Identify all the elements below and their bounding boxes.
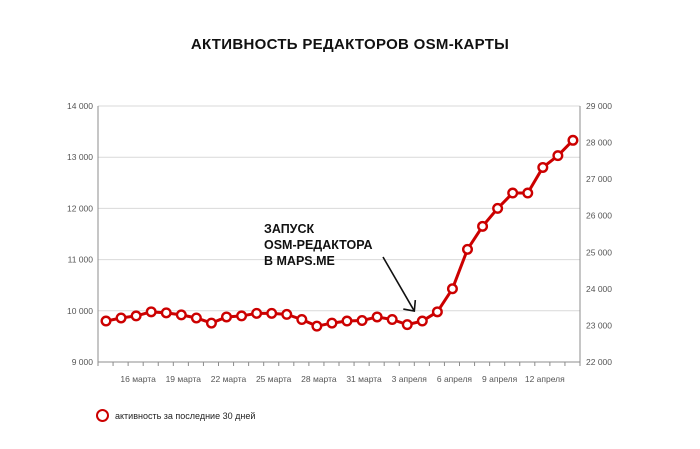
data-point — [522, 187, 534, 199]
data-series — [100, 134, 579, 332]
data-point — [326, 317, 338, 329]
data-point — [175, 309, 187, 321]
data-point — [401, 319, 413, 331]
tick-labels: 9 000 10 000 11 000 12 000 13 000 14 000 22 00… — [67, 101, 612, 384]
data-point — [537, 161, 549, 173]
y-right-tick-label: 22 000 — [586, 357, 612, 367]
data-point — [281, 308, 293, 320]
y-left-tick-label: 12 000 — [67, 203, 93, 213]
data-point — [205, 317, 217, 329]
data-point — [341, 315, 353, 327]
annotation-text: В MAPS.ME — [264, 254, 335, 268]
y-right-tick-label: 28 000 — [586, 138, 612, 148]
y-right-tick-label: 23 000 — [586, 320, 612, 330]
y-right-tick-label: 29 000 — [586, 101, 612, 111]
annotation: ЗАПУСК OSM-РЕДАКТОРА В MAPS.ME — [264, 222, 417, 312]
data-point — [145, 306, 157, 318]
data-point — [477, 220, 489, 232]
legend-marker-icon — [96, 409, 109, 422]
y-right-tick-label: 27 000 — [586, 174, 612, 184]
data-point — [507, 187, 519, 199]
x-tick-label: 22 марта — [211, 374, 247, 384]
chart-title: АКТИВНОСТЬ РЕДАКТОРОВ OSM-КАРТЫ — [190, 36, 510, 53]
x-tick-label: 25 марта — [256, 374, 292, 384]
x-tick-label: 12 апреля — [525, 374, 565, 384]
legend-label: активность за последние 30 дней — [115, 410, 256, 421]
data-point — [492, 202, 504, 214]
x-tick-label: 9 апреля — [482, 374, 518, 384]
data-point — [160, 307, 172, 319]
x-tick-label: 16 марта — [120, 374, 156, 384]
y-right-tick-label: 24 000 — [586, 284, 612, 294]
data-point — [251, 307, 263, 319]
data-point — [416, 315, 428, 327]
x-tick-label: 6 апреля — [437, 374, 473, 384]
data-point — [296, 314, 308, 326]
data-point — [371, 311, 383, 323]
y-right-tick-label: 25 000 — [586, 247, 612, 257]
data-point — [446, 283, 458, 295]
annotation-text: ЗАПУСК — [264, 222, 314, 236]
x-tick-label: 19 марта — [166, 374, 202, 384]
x-tick-label: 28 марта — [301, 374, 337, 384]
data-point — [266, 307, 278, 319]
y-left-tick-label: 10 000 — [67, 306, 93, 316]
series-line — [105, 139, 575, 328]
data-point — [220, 311, 232, 323]
annotation-arrow — [382, 256, 416, 312]
y-left-tick-label: 13 000 — [67, 152, 93, 162]
data-point — [311, 320, 323, 332]
y-left-tick-label: 14 000 — [67, 101, 93, 111]
axes — [97, 106, 581, 366]
y-left-tick-label: 9 000 — [72, 357, 94, 367]
data-point — [431, 306, 443, 318]
legend: активность за последние 30 дней — [96, 409, 255, 422]
y-left-tick-label: 11 000 — [68, 255, 94, 265]
data-point — [356, 315, 368, 327]
data-point — [100, 315, 112, 327]
data-point — [386, 314, 398, 326]
data-point — [236, 310, 248, 322]
arrow-head-icon — [403, 299, 417, 312]
x-tick-label: 31 марта — [346, 374, 382, 384]
annotation-text: OSM-РЕДАКТОРА — [264, 238, 373, 252]
data-point — [567, 134, 579, 146]
data-point — [462, 243, 474, 255]
y-right-tick-label: 26 000 — [586, 211, 612, 221]
data-point — [115, 312, 127, 324]
data-point — [130, 310, 142, 322]
gridlines — [98, 105, 580, 312]
x-tick-label: 3 апреля — [392, 374, 428, 384]
data-point — [190, 312, 202, 324]
data-point — [552, 150, 564, 162]
